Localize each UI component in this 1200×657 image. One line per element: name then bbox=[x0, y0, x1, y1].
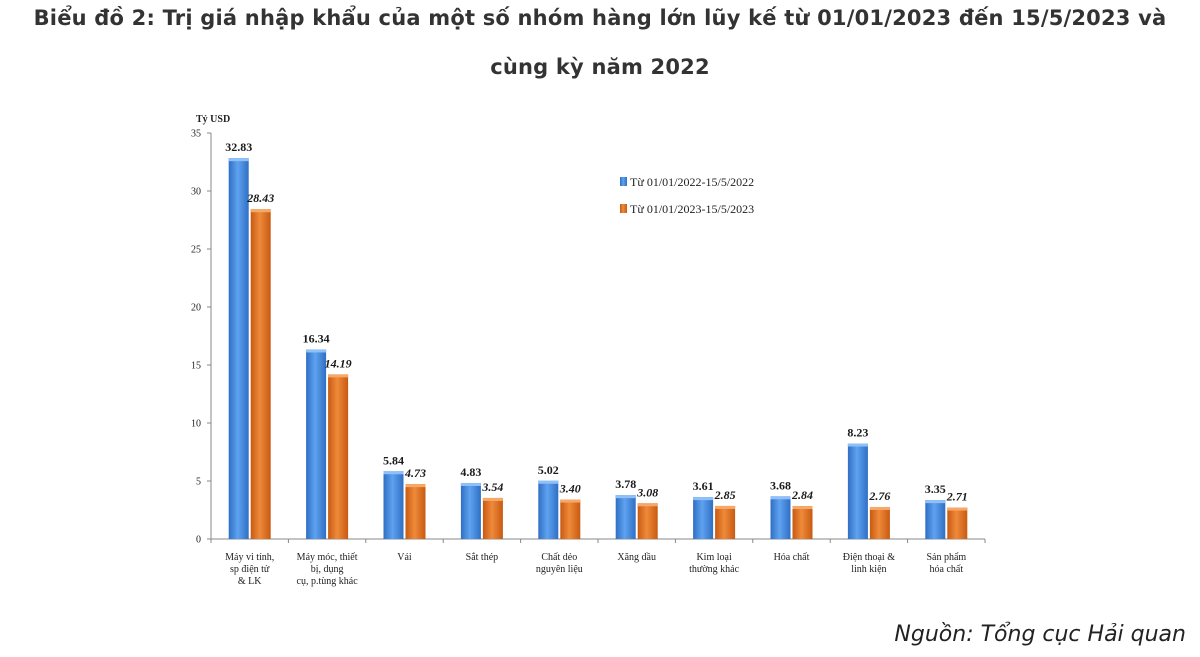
bar-top-highlight bbox=[792, 506, 813, 510]
data-label: 5.84 bbox=[383, 453, 404, 467]
x-category-label: linh kiện bbox=[851, 564, 886, 575]
bar-top-highlight bbox=[306, 349, 327, 353]
bar-2023 bbox=[869, 506, 890, 539]
x-category-label: bị, dụng bbox=[311, 564, 344, 575]
data-label: 3.78 bbox=[615, 477, 636, 491]
bar-2022 bbox=[615, 495, 636, 539]
bar-top-highlight bbox=[869, 506, 890, 510]
bar-2023 bbox=[250, 209, 271, 539]
bar-2023 bbox=[637, 503, 658, 539]
y-tick-label: 10 bbox=[191, 419, 201, 430]
y-tick-label: 15 bbox=[191, 361, 201, 372]
x-category-label: Sắt thép bbox=[466, 552, 499, 563]
chart-title-line-1: Biểu đồ 2: Trị giá nhập khẩu của một số … bbox=[33, 6, 1167, 30]
data-label: 3.35 bbox=[925, 482, 946, 496]
bar-2022 bbox=[460, 482, 481, 539]
bar-2023 bbox=[482, 497, 503, 539]
bar-2022 bbox=[770, 496, 791, 539]
bar-2023 bbox=[560, 499, 581, 539]
data-label: 4.83 bbox=[460, 465, 481, 479]
bar-2022 bbox=[925, 500, 946, 539]
x-category-label: hóa chất bbox=[930, 564, 964, 575]
y-axis-title: Tỷ USD bbox=[196, 114, 230, 125]
bar-top-highlight bbox=[228, 158, 249, 162]
bar-top-highlight bbox=[693, 497, 714, 501]
x-category-label: Kim loại bbox=[696, 552, 731, 563]
bar-top-highlight bbox=[770, 496, 791, 500]
bar-top-highlight bbox=[538, 480, 559, 484]
bar-2023 bbox=[715, 505, 736, 539]
bar-top-highlight bbox=[405, 484, 426, 488]
bar-2022 bbox=[538, 480, 559, 539]
legend-label: Từ 01/01/2023-15/5/2023 bbox=[630, 202, 754, 216]
legend-swatch-2022 bbox=[620, 177, 627, 186]
bar-top-highlight bbox=[383, 471, 404, 475]
x-category-label: Chất dẻo bbox=[541, 552, 577, 563]
data-label: 3.08 bbox=[636, 485, 658, 499]
data-label: 2.84 bbox=[791, 488, 813, 502]
data-label: 3.40 bbox=[559, 482, 581, 496]
y-tick-label: 35 bbox=[191, 129, 201, 140]
bar-2023 bbox=[405, 484, 426, 539]
x-category-label: Máy móc, thiết bbox=[297, 552, 358, 563]
x-category-label: & LK bbox=[238, 576, 262, 587]
x-category-label: Xăng dầu bbox=[617, 552, 656, 563]
x-category-label: Vải bbox=[397, 552, 412, 563]
bar-2023 bbox=[328, 374, 349, 539]
y-tick-label: 0 bbox=[196, 535, 201, 546]
data-label: 5.02 bbox=[538, 463, 559, 477]
data-label: 2.85 bbox=[714, 488, 736, 502]
data-label: 2.76 bbox=[868, 489, 890, 503]
bar-2023 bbox=[792, 506, 813, 539]
y-tick-label: 5 bbox=[196, 477, 201, 488]
x-category-label: Hóa chất bbox=[774, 552, 810, 563]
data-label: 4.73 bbox=[404, 466, 426, 480]
x-category-label: sp điện tử bbox=[230, 564, 270, 575]
x-category-label: nguyên liệu bbox=[536, 564, 583, 575]
bar-top-highlight bbox=[847, 443, 868, 447]
bar-2022 bbox=[383, 471, 404, 539]
bar-top-highlight bbox=[460, 482, 481, 486]
bar-top-highlight bbox=[560, 499, 581, 503]
data-label: 2.71 bbox=[946, 490, 968, 504]
y-tick-label: 20 bbox=[191, 303, 201, 314]
x-category-label: Máy vi tính, bbox=[225, 552, 274, 563]
bar-top-highlight bbox=[925, 500, 946, 504]
data-label: 3.68 bbox=[770, 478, 791, 492]
data-label: 16.34 bbox=[303, 331, 330, 345]
legend-label: Từ 01/01/2022-15/5/2022 bbox=[630, 175, 754, 189]
bar-2022 bbox=[693, 497, 714, 539]
x-category-label: thường khác bbox=[689, 564, 739, 575]
legend-swatch-2023 bbox=[620, 204, 627, 213]
bar-top-highlight bbox=[250, 209, 271, 213]
x-category-label: cụ, p.tùng khác bbox=[297, 576, 359, 587]
bar-top-highlight bbox=[615, 495, 636, 499]
x-category-label: Điện thoại & bbox=[843, 552, 895, 563]
y-tick-label: 30 bbox=[191, 187, 201, 198]
bar-top-highlight bbox=[482, 497, 503, 501]
chart-title-line-2: cùng kỳ năm 2022 bbox=[490, 55, 710, 79]
bar-2022 bbox=[228, 158, 249, 539]
bar-top-highlight bbox=[715, 505, 736, 509]
data-label: 28.43 bbox=[246, 191, 274, 205]
y-tick-label: 25 bbox=[191, 245, 201, 256]
bar-top-highlight bbox=[947, 507, 968, 511]
bar-top-highlight bbox=[637, 503, 658, 507]
x-category-label: Sản phẩm bbox=[926, 552, 966, 563]
bar-2023 bbox=[947, 507, 968, 539]
data-label: 3.54 bbox=[481, 480, 503, 494]
data-label: 14.19 bbox=[325, 356, 352, 370]
data-label: 3.61 bbox=[693, 479, 714, 493]
source-note: Nguồn: Tổng cục Hải quan bbox=[894, 622, 1186, 647]
data-label: 32.83 bbox=[225, 140, 252, 154]
bar-2022 bbox=[306, 349, 327, 539]
bar-2022 bbox=[847, 443, 868, 539]
bar-top-highlight bbox=[328, 374, 349, 378]
data-label: 8.23 bbox=[847, 426, 868, 440]
